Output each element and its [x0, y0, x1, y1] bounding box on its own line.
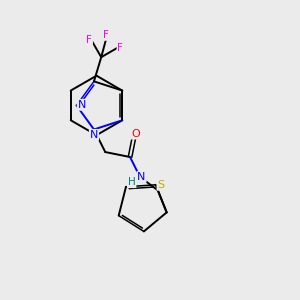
Text: S: S — [158, 180, 165, 190]
Text: O: O — [131, 129, 140, 139]
Text: F: F — [86, 35, 92, 45]
Text: N: N — [90, 130, 98, 140]
Text: N: N — [137, 172, 146, 182]
Text: F: F — [117, 43, 123, 52]
Text: N: N — [78, 100, 86, 110]
Text: H: H — [128, 177, 136, 187]
Text: F: F — [103, 30, 109, 40]
